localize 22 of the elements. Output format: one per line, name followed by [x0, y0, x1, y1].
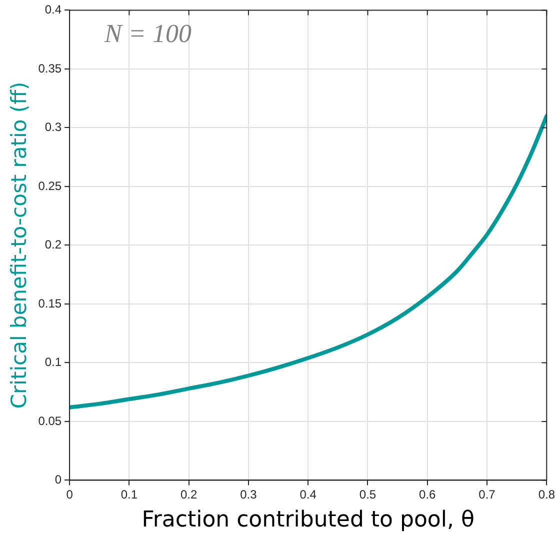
- y-tick-label: 0: [54, 472, 62, 487]
- x-tick-label: 0.1: [120, 488, 138, 502]
- y-axis-title: Critical benefit-to-cost ratio (ff): [7, 82, 32, 409]
- x-tick-label: 0.6: [419, 488, 436, 502]
- y-tick-label: 0.15: [38, 296, 62, 310]
- y-tick-label: 0.3: [44, 120, 62, 134]
- y-tick-label: 0.4: [44, 2, 62, 17]
- annotation: N = 100: [104, 19, 192, 48]
- x-tick-label: 0: [66, 488, 74, 502]
- x-axis-title: Fraction contributed to pool, θ: [142, 508, 474, 533]
- x-tick-label: 0.5: [359, 488, 376, 502]
- x-tick-label: 0.2: [180, 488, 198, 502]
- line-series: [70, 114, 547, 410]
- x-tick-label: 0.8: [538, 488, 556, 502]
- y-tick-label: 0.35: [38, 61, 62, 76]
- x-tick-label: 0.7: [478, 488, 496, 502]
- y-tick-label: 0.05: [38, 414, 62, 428]
- y-tick-label: 0.25: [38, 178, 62, 193]
- x-tick-label: 0.3: [240, 488, 258, 502]
- y-tick-label: 0.1: [44, 355, 62, 370]
- y-tick-label: 0.2: [44, 238, 62, 252]
- x-tick-label: 0.4: [300, 488, 317, 502]
